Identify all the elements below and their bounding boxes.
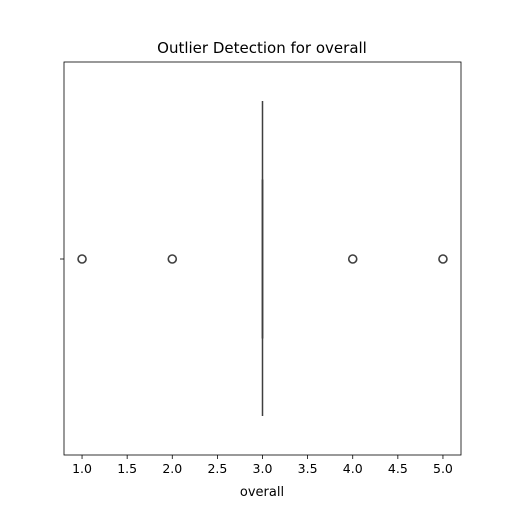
x-tick-label: 5.0 [433,461,453,476]
x-tick-label: 1.5 [117,461,137,476]
x-tick-label: 4.5 [388,461,408,476]
x-tick-label: 1.0 [72,461,92,476]
x-tick-label: 2.0 [162,461,182,476]
chart-title: Outlier Detection for overall [157,39,367,57]
x-tick-label: 4.0 [343,461,363,476]
x-tick-label: 3.0 [253,461,273,476]
outlier-point-0 [77,254,87,264]
x-axis-label: overall [240,485,284,500]
x-tick-label: 2.5 [207,461,227,476]
x-axis-ticks: 1.0 1.5 2.0 2.5 3.0 3.5 4.0 4.5 5.0 [72,455,453,476]
outlier-point-2 [347,254,358,264]
chart-marks [77,101,448,416]
outlier-point-1 [167,254,178,264]
x-tick-label: 3.5 [298,461,318,476]
outlier-point-3 [438,254,448,264]
